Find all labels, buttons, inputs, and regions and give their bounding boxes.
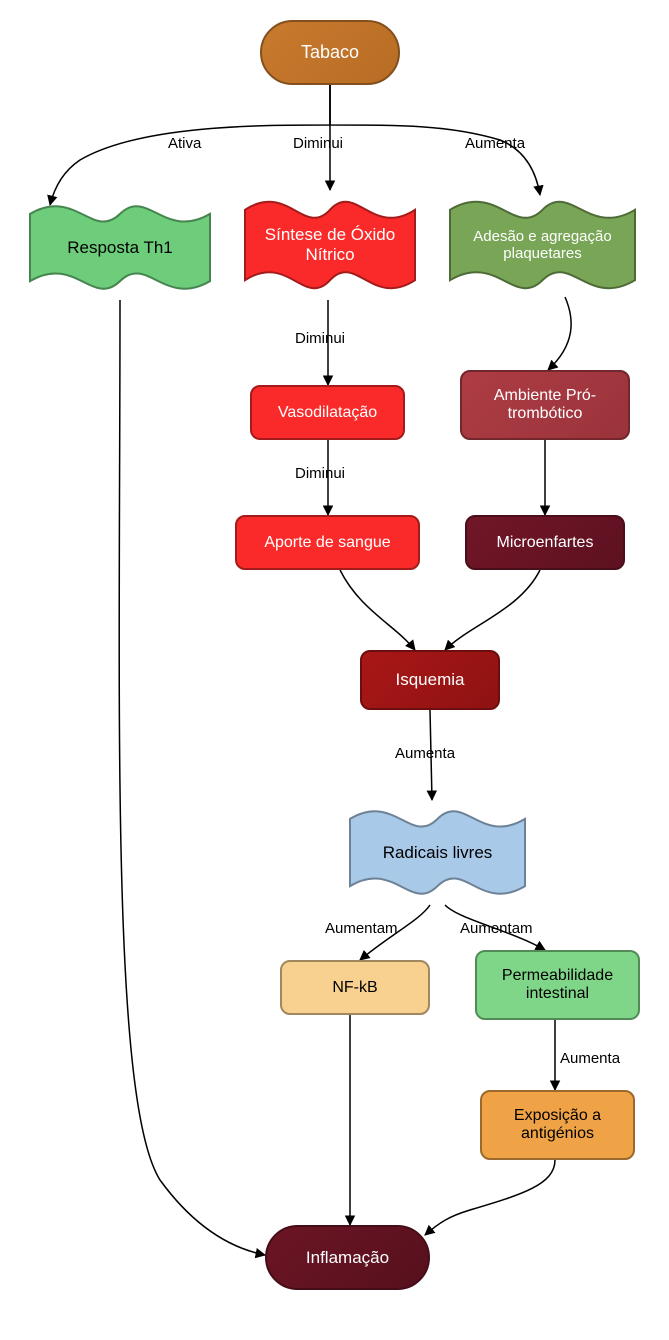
node-label-microenfartes: Microenfartes [497, 534, 594, 552]
node-respostaTh1: Resposta Th1 [30, 195, 210, 300]
node-label-aporte: Aporte de sangue [264, 534, 390, 552]
edge-label-e3: Aumenta [465, 135, 525, 152]
edge-label-e6: Diminui [295, 465, 345, 482]
node-inflamacao: Inflamação [265, 1225, 430, 1290]
edge-label-e13: Aumenta [560, 1050, 620, 1067]
node-permeabilidade: Permeabilidade intestinal [475, 950, 640, 1020]
node-label-radicais: Radicais livres [383, 843, 493, 863]
node-label-respostaTh1: Resposta Th1 [67, 238, 173, 258]
node-label-exposicao: Exposição a antigénios [488, 1107, 627, 1143]
edge-e5 [548, 297, 571, 370]
node-label-tabaco: Tabaco [301, 42, 359, 63]
node-label-ambiente: Ambiente Pró-trombótico [468, 387, 622, 423]
node-label-isquemia: Isquemia [396, 670, 465, 690]
node-label-vasodilatacao: Vasodilatação [278, 404, 377, 422]
node-ambiente: Ambiente Pró-trombótico [460, 370, 630, 440]
node-tabaco: Tabaco [260, 20, 400, 85]
node-label-nfkb: NF-kB [332, 979, 377, 997]
node-adesao: Adesão e agregação plaquetares [450, 190, 635, 300]
node-label-inflamacao: Inflamação [306, 1248, 389, 1268]
edge-e14 [119, 300, 265, 1255]
edge-e8 [340, 570, 415, 650]
edge-label-e2: Diminui [293, 135, 343, 152]
node-aporte: Aporte de sangue [235, 515, 420, 570]
node-label-permeabilidade: Permeabilidade intestinal [483, 967, 632, 1003]
node-vasodilatacao: Vasodilatação [250, 385, 405, 440]
node-nfkb: NF-kB [280, 960, 430, 1015]
node-isquemia: Isquemia [360, 650, 500, 710]
node-radicais: Radicais livres [350, 800, 525, 905]
node-label-adesao: Adesão e agregação plaquetares [456, 228, 629, 262]
node-exposicao: Exposição a antigénios [480, 1090, 635, 1160]
node-microenfartes: Microenfartes [465, 515, 625, 570]
edge-e16 [425, 1160, 555, 1235]
edge-label-e11: Aumentam [325, 920, 398, 937]
edge-e9 [445, 570, 540, 650]
diagram-canvas: Tabaco Resposta Th1 Síntese de Óxido Nítri… [0, 0, 669, 1340]
node-label-sinteseOxido: Síntese de Óxido Nítrico [251, 225, 409, 265]
edge-label-e1: Ativa [168, 135, 201, 152]
node-sinteseOxido: Síntese de Óxido Nítrico [245, 190, 415, 300]
edge-label-e10: Aumenta [395, 745, 455, 762]
edge-label-e4: Diminui [295, 330, 345, 347]
edge-label-e12: Aumentam [460, 920, 533, 937]
